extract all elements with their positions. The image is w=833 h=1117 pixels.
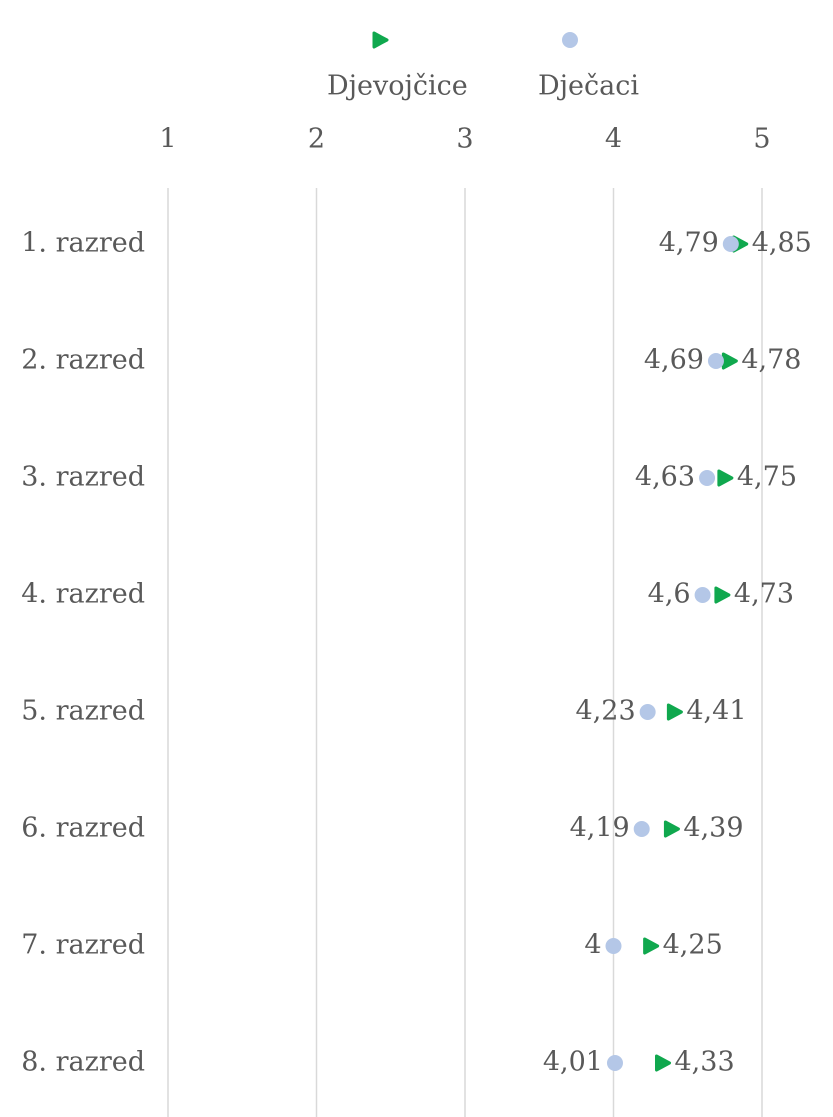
data-label: 4,63 xyxy=(635,462,695,493)
data-label: 4,33 xyxy=(675,1047,735,1078)
data-point xyxy=(639,704,656,720)
y-tick-label: 6. razred xyxy=(21,813,145,844)
y-tick-label: 1. razred xyxy=(21,228,145,259)
legend-marker xyxy=(372,31,389,49)
data-label: 4,6 xyxy=(648,579,691,610)
data-label: 4,85 xyxy=(752,228,812,259)
data-point xyxy=(663,820,680,838)
data-label: 4,78 xyxy=(741,345,801,376)
data-label: 4,73 xyxy=(734,579,794,610)
data-point xyxy=(694,587,711,603)
data-label: 4,79 xyxy=(659,228,719,259)
data-label: 4,19 xyxy=(570,813,630,844)
y-tick-label: 8. razred xyxy=(21,1047,145,1078)
y-tick-label: 2. razred xyxy=(21,345,145,376)
x-tick-label: 4 xyxy=(605,124,622,155)
x-tick-label: 2 xyxy=(308,124,325,155)
y-tick-label: 4. razred xyxy=(21,579,145,610)
data-point xyxy=(643,937,660,955)
y-tick-label: 7. razred xyxy=(21,930,145,961)
data-point xyxy=(606,1055,623,1071)
data-label: 4,01 xyxy=(543,1047,603,1078)
data-point xyxy=(707,353,724,369)
data-point xyxy=(605,938,622,954)
data-point xyxy=(633,821,650,837)
y-tick-label: 3. razred xyxy=(21,462,145,493)
data-label: 4,23 xyxy=(576,696,636,727)
data-label: 4,69 xyxy=(644,345,704,376)
data-label: 4,39 xyxy=(683,813,743,844)
data-label: 4,75 xyxy=(737,462,797,493)
x-tick-label: 5 xyxy=(753,124,770,155)
legend-marker xyxy=(562,32,578,48)
data-point xyxy=(699,470,716,486)
data-point xyxy=(721,352,738,370)
data-point xyxy=(666,703,683,721)
x-tick-label: 1 xyxy=(159,124,176,155)
legend-label: Dječaci xyxy=(538,71,639,102)
data-point xyxy=(714,586,731,604)
legend-label: Djevojčice xyxy=(327,71,468,102)
data-point xyxy=(717,469,734,487)
data-label: 4,25 xyxy=(663,930,723,961)
data-label: 4 xyxy=(584,930,601,961)
data-label: 4,41 xyxy=(686,696,746,727)
y-tick-label: 5. razred xyxy=(21,696,145,727)
data-point xyxy=(722,236,739,252)
data-point xyxy=(655,1054,672,1072)
x-tick-label: 3 xyxy=(456,124,473,155)
